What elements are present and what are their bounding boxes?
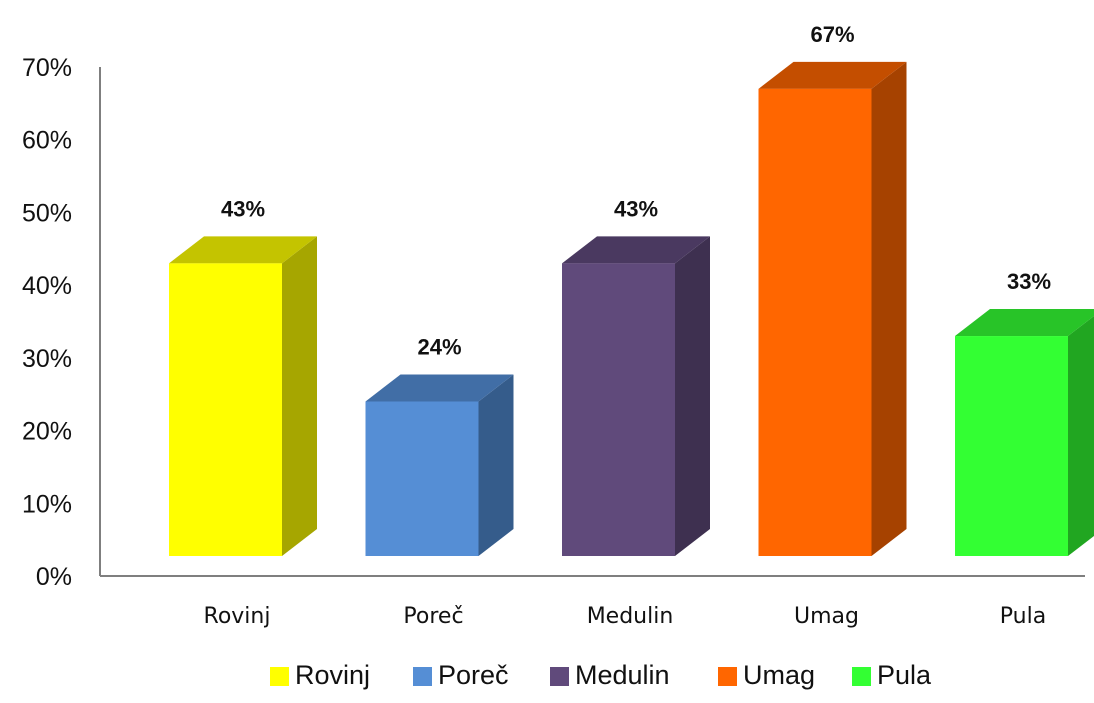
legend-label: Umag (743, 660, 815, 690)
bar (365, 374, 514, 556)
y-tick-label: 40% (22, 272, 72, 300)
data-label: 33% (1007, 269, 1051, 294)
legend-swatch (413, 667, 432, 686)
y-tick-label: 60% (22, 127, 72, 155)
legend-label: Pula (877, 660, 932, 690)
legend-swatch (852, 667, 871, 686)
legend-entry: Pula (852, 660, 932, 690)
legend-swatch (718, 667, 737, 686)
bar-front-face (758, 88, 872, 557)
x-tick-label: Rovinj (204, 604, 271, 629)
y-tick-label: 70% (22, 54, 72, 82)
x-tick-label: Poreč (403, 604, 463, 629)
legend-swatch (550, 667, 569, 686)
bar-front-face (169, 263, 282, 556)
legend-entry: Poreč (413, 660, 509, 690)
legend-swatch (270, 667, 289, 686)
bar (169, 236, 317, 557)
bar-side-face (282, 236, 317, 557)
axes: 0% 10% 20% 30% 40% 50% 60% 70% Rovinj Poreč Meduli… (22, 54, 1085, 629)
bar (955, 309, 1094, 556)
bar-front-face (955, 336, 1068, 556)
legend-entry: Umag (718, 660, 815, 690)
y-tick-label: 30% (22, 345, 72, 373)
bar-side-face (675, 236, 710, 557)
bars (169, 61, 1094, 557)
legend-label: Poreč (438, 660, 509, 690)
bar-side-face (1068, 315, 1094, 556)
bar (562, 236, 710, 557)
data-label: 43% (614, 196, 658, 221)
y-tick-label: 20% (22, 418, 72, 446)
bar-front-face (365, 401, 479, 556)
data-label: 67% (810, 22, 854, 47)
bar-front-face (562, 263, 675, 556)
bar-top-face (169, 236, 317, 264)
x-tick-label: Umag (794, 604, 859, 629)
legend-entry: Medulin (550, 660, 670, 690)
legend: Rovinj Poreč Medulin Umag Pula (270, 660, 932, 690)
y-tick-label: 0% (36, 563, 72, 591)
data-label: 24% (417, 334, 461, 359)
bar-side-face (871, 61, 907, 557)
data-label: 43% (221, 196, 265, 221)
x-tick-label: Medulin (587, 604, 674, 629)
legend-label: Rovinj (295, 660, 370, 690)
data-labels: 43% 24% 43% 67% 33% (221, 22, 1051, 360)
bar-top-face (758, 61, 907, 89)
bar-side-face (478, 374, 514, 556)
legend-label: Medulin (575, 660, 670, 690)
bar-top-face (365, 374, 514, 402)
bar-top-face (955, 309, 1094, 337)
bar-top-face (562, 236, 710, 264)
bar (758, 61, 907, 557)
y-tick-label: 50% (22, 199, 72, 227)
y-tick-label: 10% (22, 490, 72, 518)
legend-entry: Rovinj (270, 660, 370, 690)
x-tick-label: Pula (1000, 604, 1046, 629)
